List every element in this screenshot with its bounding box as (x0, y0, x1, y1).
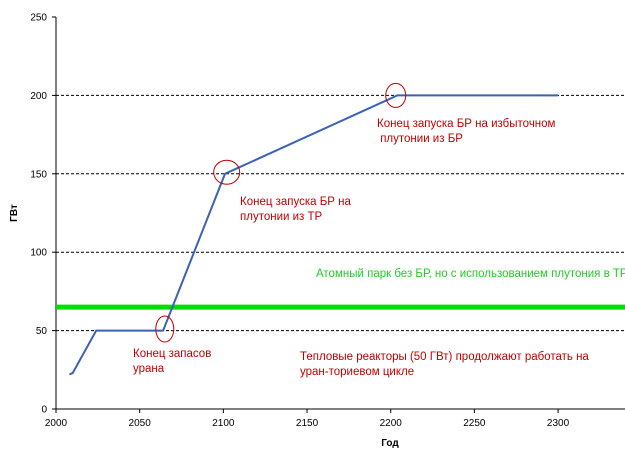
series-line (68, 94, 559, 376)
x-axis-title: Год (381, 438, 399, 449)
x-tick-label: 2300 (547, 418, 570, 429)
x-tick-label: 2000 (45, 418, 68, 429)
x-tick-label: 2250 (463, 418, 486, 429)
y-tick-labels: 0 50 100 150 200 250 (30, 13, 47, 416)
annotation-br-surplus: Конец запуска БР на избыточном плутонии … (377, 118, 556, 145)
y-tick-label: 50 (36, 326, 48, 337)
y-tick-label: 150 (30, 169, 47, 180)
y-tick-label: 250 (30, 13, 47, 24)
annotation-uranium-end: Конец запасов урана (133, 348, 212, 375)
axes (52, 16, 625, 413)
x-tick-label: 2100 (212, 418, 235, 429)
annotation-fleet-without-br: Атомный парк без БР, но с использованием… (316, 268, 625, 280)
y-tick-label: 0 (41, 405, 47, 416)
highlight-circle (155, 315, 175, 343)
y-tick-label: 100 (30, 248, 47, 259)
annotation-br-on-tr: Конец запуска БР на плутонии из ТР (240, 196, 351, 223)
x-tick-label: 2200 (380, 418, 403, 429)
highlight-circles (155, 82, 407, 343)
y-tick-label: 200 (30, 91, 47, 102)
x-tick-label: 2050 (129, 418, 152, 429)
highlight-circle (213, 159, 241, 185)
x-tick-labels: 2000 2050 2100 2150 2200 2250 2300 (45, 418, 570, 429)
y-axis-title: ГВт (9, 204, 20, 222)
annotation-thermal-reactors: Тепловые реакторы (50 ГВт) продолжают ра… (300, 351, 589, 378)
highlight-circle (385, 82, 407, 108)
x-tick-label: 2150 (296, 418, 319, 429)
